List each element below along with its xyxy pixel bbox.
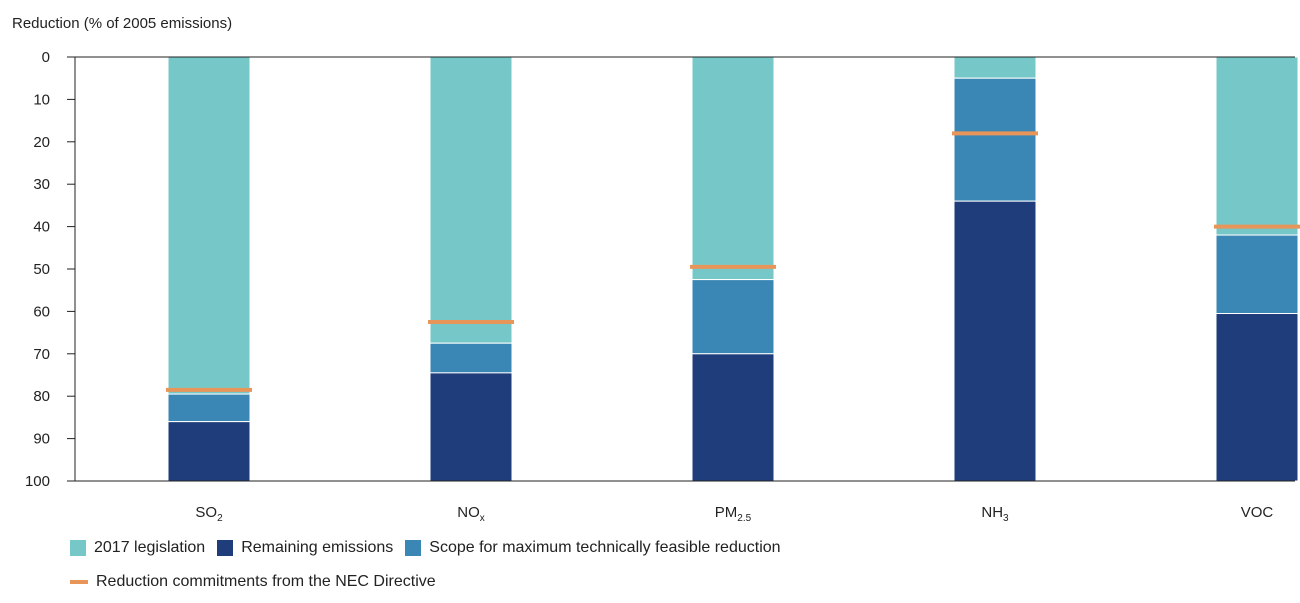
category-label: SO2 bbox=[195, 504, 223, 524]
legend-item-scope-max-feasible: Scope for maximum technically feasible r… bbox=[405, 539, 781, 557]
y-axis-label: Reduction (% of 2005 emissions) bbox=[12, 15, 232, 32]
legend: 2017 legislation Remaining emissions Sco… bbox=[70, 535, 793, 603]
y-tick-label: 30 bbox=[33, 176, 50, 193]
bar-segment bbox=[953, 56, 1037, 79]
y-tick-label: 0 bbox=[42, 49, 50, 66]
legend-line-swatch bbox=[70, 580, 88, 584]
bar-segment bbox=[429, 342, 513, 374]
y-tick-label: 90 bbox=[33, 431, 50, 448]
bar-segment bbox=[1215, 56, 1299, 236]
legend-swatch bbox=[70, 540, 86, 556]
bar-segment bbox=[691, 56, 775, 281]
legend-label: 2017 legislation bbox=[94, 539, 206, 556]
bar-segment bbox=[691, 279, 775, 355]
category-label: NOx bbox=[457, 504, 485, 524]
bar-segment bbox=[953, 77, 1037, 202]
legend-row-series: 2017 legislation Remaining emissions Sco… bbox=[70, 535, 793, 561]
legend-swatch bbox=[405, 540, 422, 556]
bar-segment bbox=[953, 200, 1037, 482]
y-tick-label: 70 bbox=[33, 346, 50, 363]
y-tick-label: 100 bbox=[25, 473, 50, 490]
bar-segment bbox=[691, 353, 775, 482]
bar-segment bbox=[1215, 313, 1299, 482]
bar-segment bbox=[167, 56, 251, 395]
y-tick-label: 60 bbox=[33, 303, 50, 320]
legend-swatch bbox=[217, 540, 234, 556]
y-tick-label: 40 bbox=[33, 219, 50, 236]
bar-segment bbox=[167, 421, 251, 482]
bar-segment bbox=[429, 372, 513, 482]
legend-label: Remaining emissions bbox=[241, 539, 394, 556]
legend-row-commitments: Reduction commitments from the NEC Direc… bbox=[70, 569, 793, 595]
bar-segment bbox=[1215, 234, 1299, 315]
stacked-bar-chart: Reduction (% of 2005 emissions) 0 10 20 30 4… bbox=[12, 15, 1300, 524]
category-label: NH3 bbox=[981, 504, 1009, 524]
legend-label: Scope for maximum technically feasible r… bbox=[429, 539, 781, 556]
y-tick-label: 20 bbox=[33, 134, 50, 151]
legend-item-2017-legislation: 2017 legislation bbox=[70, 539, 205, 557]
y-tick-label: 80 bbox=[33, 388, 50, 405]
legend-label: Reduction commitments from the NEC Direc… bbox=[96, 573, 436, 590]
category-label: VOC bbox=[1241, 504, 1274, 521]
y-tick-label: 10 bbox=[33, 91, 50, 108]
category-label: PM2.5 bbox=[715, 504, 752, 524]
legend-item-nec-commitments: Reduction commitments from the NEC Direc… bbox=[70, 573, 436, 591]
legend-item-remaining-emissions: Remaining emissions bbox=[217, 539, 393, 557]
bar-segment bbox=[167, 393, 251, 423]
y-tick-label: 50 bbox=[33, 261, 50, 278]
bar-segment bbox=[429, 56, 513, 344]
